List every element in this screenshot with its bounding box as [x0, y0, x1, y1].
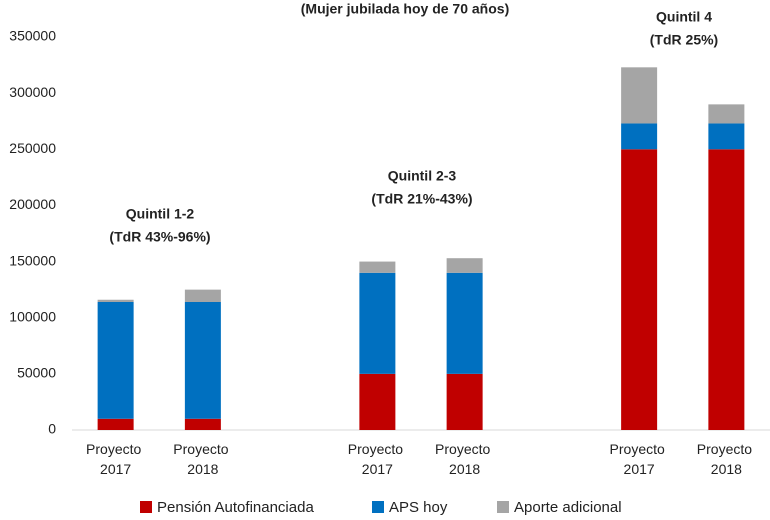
- legend-label: Aporte adicional: [514, 499, 622, 516]
- y-tick-label: 0: [48, 421, 56, 437]
- bar-segment: [708, 149, 745, 431]
- bar-segment: [97, 418, 134, 430]
- y-tick-label: 300000: [9, 84, 56, 100]
- x-tick-label: Proyecto 2017: [610, 441, 669, 477]
- legend-swatch: [497, 501, 509, 513]
- y-tick-label: 200000: [9, 196, 56, 212]
- bar-segment: [359, 261, 396, 273]
- bar-segment: [708, 123, 745, 150]
- bar-segment: [184, 289, 221, 302]
- y-tick-label: 150000: [9, 252, 56, 268]
- bar-segment: [621, 149, 658, 431]
- legend-swatch: [140, 501, 152, 513]
- bar-segment: [359, 373, 396, 430]
- bar-segment: [621, 67, 658, 124]
- x-tick-label: Proyecto 2017: [86, 441, 145, 477]
- bar-segment: [184, 418, 221, 430]
- bar-segment: [446, 272, 483, 374]
- annotation: Quintil 4: [656, 9, 712, 25]
- bar-segment: [446, 373, 483, 430]
- bar-segment: [359, 272, 396, 374]
- y-tick-label: 50000: [17, 365, 56, 381]
- bar-segment: [97, 301, 134, 419]
- x-tick-label: Proyecto 2018: [435, 441, 494, 477]
- annotation: (TdR 25%): [650, 32, 718, 48]
- bar-segment: [621, 123, 658, 150]
- bar-segment: [97, 299, 134, 302]
- legend-swatch: [372, 501, 384, 513]
- y-tick-label: 250000: [9, 140, 56, 156]
- annotation: (TdR 43%-96%): [109, 229, 210, 245]
- legend-label: APS hoy: [389, 499, 448, 516]
- bar-segment: [446, 258, 483, 273]
- legend-label: Pensión Autofinanciada: [157, 499, 314, 516]
- y-tick-label: 100000: [9, 308, 56, 324]
- annotation: (TdR 21%-43%): [371, 191, 472, 207]
- x-tick-label: Proyecto 2018: [173, 441, 232, 477]
- y-tick-label: 350000: [9, 28, 56, 44]
- x-tick-label: Proyecto 2017: [348, 441, 407, 477]
- chart-title: (Mujer jubilada hoy de 70 años): [301, 1, 509, 17]
- x-tick-label: Proyecto 2018: [697, 441, 756, 477]
- bar-segment: [708, 104, 745, 124]
- annotation: Quintil 1-2: [126, 206, 195, 222]
- bar-segment: [184, 301, 221, 419]
- annotation: Quintil 2-3: [388, 168, 457, 184]
